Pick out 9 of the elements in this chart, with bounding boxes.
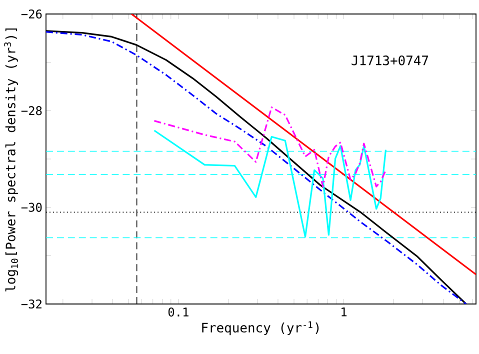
x-tick-label: 0.1 — [168, 308, 188, 317]
y-tick-label: −30 — [21, 202, 42, 212]
y-tick-label: −32 — [21, 299, 42, 309]
y-tick-label: −28 — [21, 106, 42, 116]
x-axis-title: Frequency (yr$^{-1}$) — [202, 321, 319, 336]
y-tick-label: −26 — [21, 9, 42, 19]
x-tick-label: 1 — [342, 308, 347, 316]
y-axis-title: log$_{10}$[Power spectral density (yr$^{3}$)] — [4, 28, 18, 292]
annotation: J1713+0747 — [352, 56, 428, 66]
